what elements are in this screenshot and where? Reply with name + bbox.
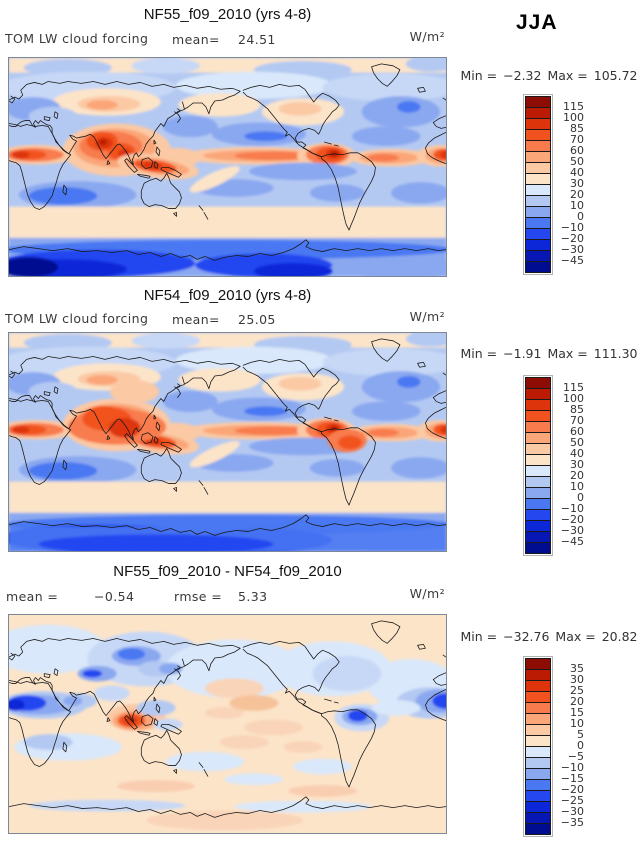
colorbar-panel2: 115 100 85 70 60 50 40 30 20 10 0 −10 −20 −30 −45 (523, 375, 613, 556)
world-map-2 (9, 333, 446, 551)
panel1-units-label: W/m² (409, 29, 445, 44)
panel3-min-label: Min = (460, 629, 498, 644)
panel3-subtitle: mean = −0.54 rmse = 5.33 W/m² (0, 586, 447, 604)
world-map-1 (9, 58, 446, 276)
panel1-title: NF55_f09_2010 (yrs 4-8) (143, 6, 312, 23)
panel3-min-value: −32.76 (503, 629, 550, 644)
panel3-max-value: 20.82 (601, 629, 638, 644)
panel1-max-label: Max = (547, 68, 588, 83)
world-map-3 (9, 615, 446, 833)
panel2-title: NF54_f09_2010 (yrs 4-8) (143, 287, 312, 304)
panel1-min-value: −2.32 (503, 68, 542, 83)
panel1-subtitle: TOM LW cloud forcing mean= 24.51 W/m² (0, 29, 447, 47)
map-panel3 (8, 614, 447, 834)
colorbar-segments (525, 658, 551, 835)
panel2-minmax: Min = −1.91 Max = 111.30 (456, 346, 642, 361)
panel2-mean-label: mean= (172, 312, 220, 327)
panel1-min-label: Min = (460, 68, 498, 83)
panel2-mean-value: 25.05 (238, 312, 276, 327)
map3-diff-contours (9, 624, 446, 831)
panel3-rmse-value: 5.33 (238, 589, 268, 604)
colorbar-frame (523, 656, 553, 837)
panel2-max-value: 111.30 (593, 346, 638, 361)
panel2-variable-label: TOM LW cloud forcing (5, 311, 149, 326)
panel3-mean-value: −0.54 (94, 589, 135, 604)
panel2-units-label: W/m² (409, 309, 445, 324)
colorbar-labels: 35 30 25 20 15 10 5 0 −5 −10 −15 −20 −25 −30 −35 (560, 662, 584, 829)
colorbar-panel1: 115 100 85 70 60 50 40 30 20 10 0 −10 −20 −30 −45 (523, 94, 613, 275)
panel3-mean-label: mean = (6, 589, 59, 604)
map-panel2 (8, 332, 447, 552)
map-panel1 (8, 57, 447, 277)
colorbar-labels: 115 100 85 70 60 50 40 30 20 10 0 −10 −20 −30 −45 (560, 100, 584, 267)
colorbar-frame (523, 375, 553, 556)
map1-extra-contours (9, 257, 333, 276)
colorbar-labels: 115 100 85 70 60 50 40 30 20 10 0 −10 −20 −30 −45 (560, 381, 584, 548)
season-label: JJA (516, 11, 558, 34)
panel2-min-value: −1.91 (503, 346, 542, 361)
panel1-mean-value: 24.51 (238, 32, 276, 47)
panel2-min-label: Min = (460, 346, 498, 361)
colorbar-segments (525, 96, 551, 273)
panel1-minmax: Min = −2.32 Max = 105.72 (456, 68, 642, 83)
panel3-units-label: W/m² (409, 586, 445, 601)
panel1-variable-label: TOM LW cloud forcing (5, 31, 149, 46)
map2-extra-contours (9, 379, 446, 551)
panel1-max-value: 105.72 (593, 68, 638, 83)
colorbar-frame (523, 94, 553, 275)
panel3-rmse-label: rmse = (174, 589, 223, 604)
panel3-title: NF55_f09_2010 - NF54_f09_2010 (113, 563, 342, 580)
panel2-subtitle: TOM LW cloud forcing mean= 25.05 W/m² (0, 309, 447, 327)
panel3-minmax: Min = −32.76 Max = 20.82 (456, 629, 642, 644)
colorbar-panel3: 35 30 25 20 15 10 5 0 −5 −10 −15 −20 −25 −30 −35 (523, 656, 613, 837)
panel3-max-label: Max = (555, 629, 596, 644)
panel2-max-label: Max = (547, 346, 588, 361)
colorbar-segments (525, 377, 551, 554)
panel1-mean-label: mean= (172, 32, 220, 47)
